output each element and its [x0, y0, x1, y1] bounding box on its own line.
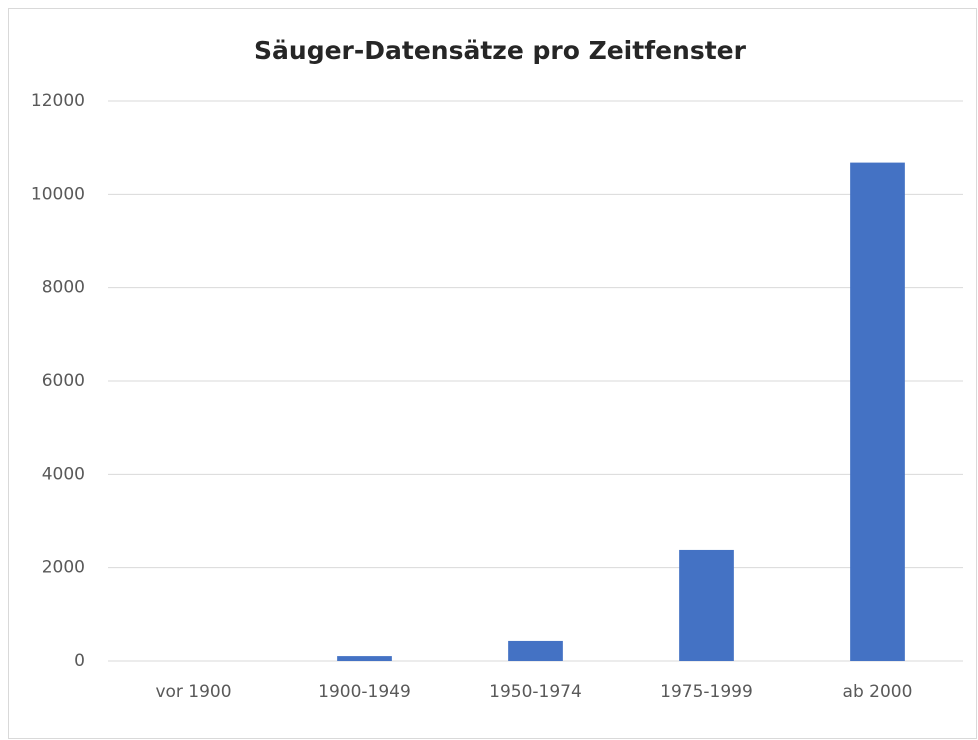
bar [850, 162, 905, 661]
x-tick-label: 1900-1949 [318, 682, 411, 702]
x-tick-label: 1950-1974 [489, 682, 582, 702]
y-tick-label: 2000 [42, 558, 85, 578]
y-tick-label: 10000 [31, 184, 85, 204]
y-tick-label: 0 [74, 651, 85, 671]
y-tick-label: 8000 [42, 278, 85, 298]
bar [508, 640, 563, 661]
y-tick-label: 12000 [31, 91, 85, 111]
bar [679, 549, 734, 661]
x-tick-label: ab 2000 [843, 682, 913, 702]
y-tick-label: 4000 [42, 464, 85, 484]
x-tick-label: 1975-1999 [660, 682, 753, 702]
y-tick-label: 6000 [42, 371, 85, 391]
chart-title: Säuger-Datensätze pro Zeitfenster [254, 36, 747, 65]
x-tick-label: vor 1900 [155, 682, 231, 702]
chart-border [8, 8, 977, 739]
bar [337, 656, 392, 661]
